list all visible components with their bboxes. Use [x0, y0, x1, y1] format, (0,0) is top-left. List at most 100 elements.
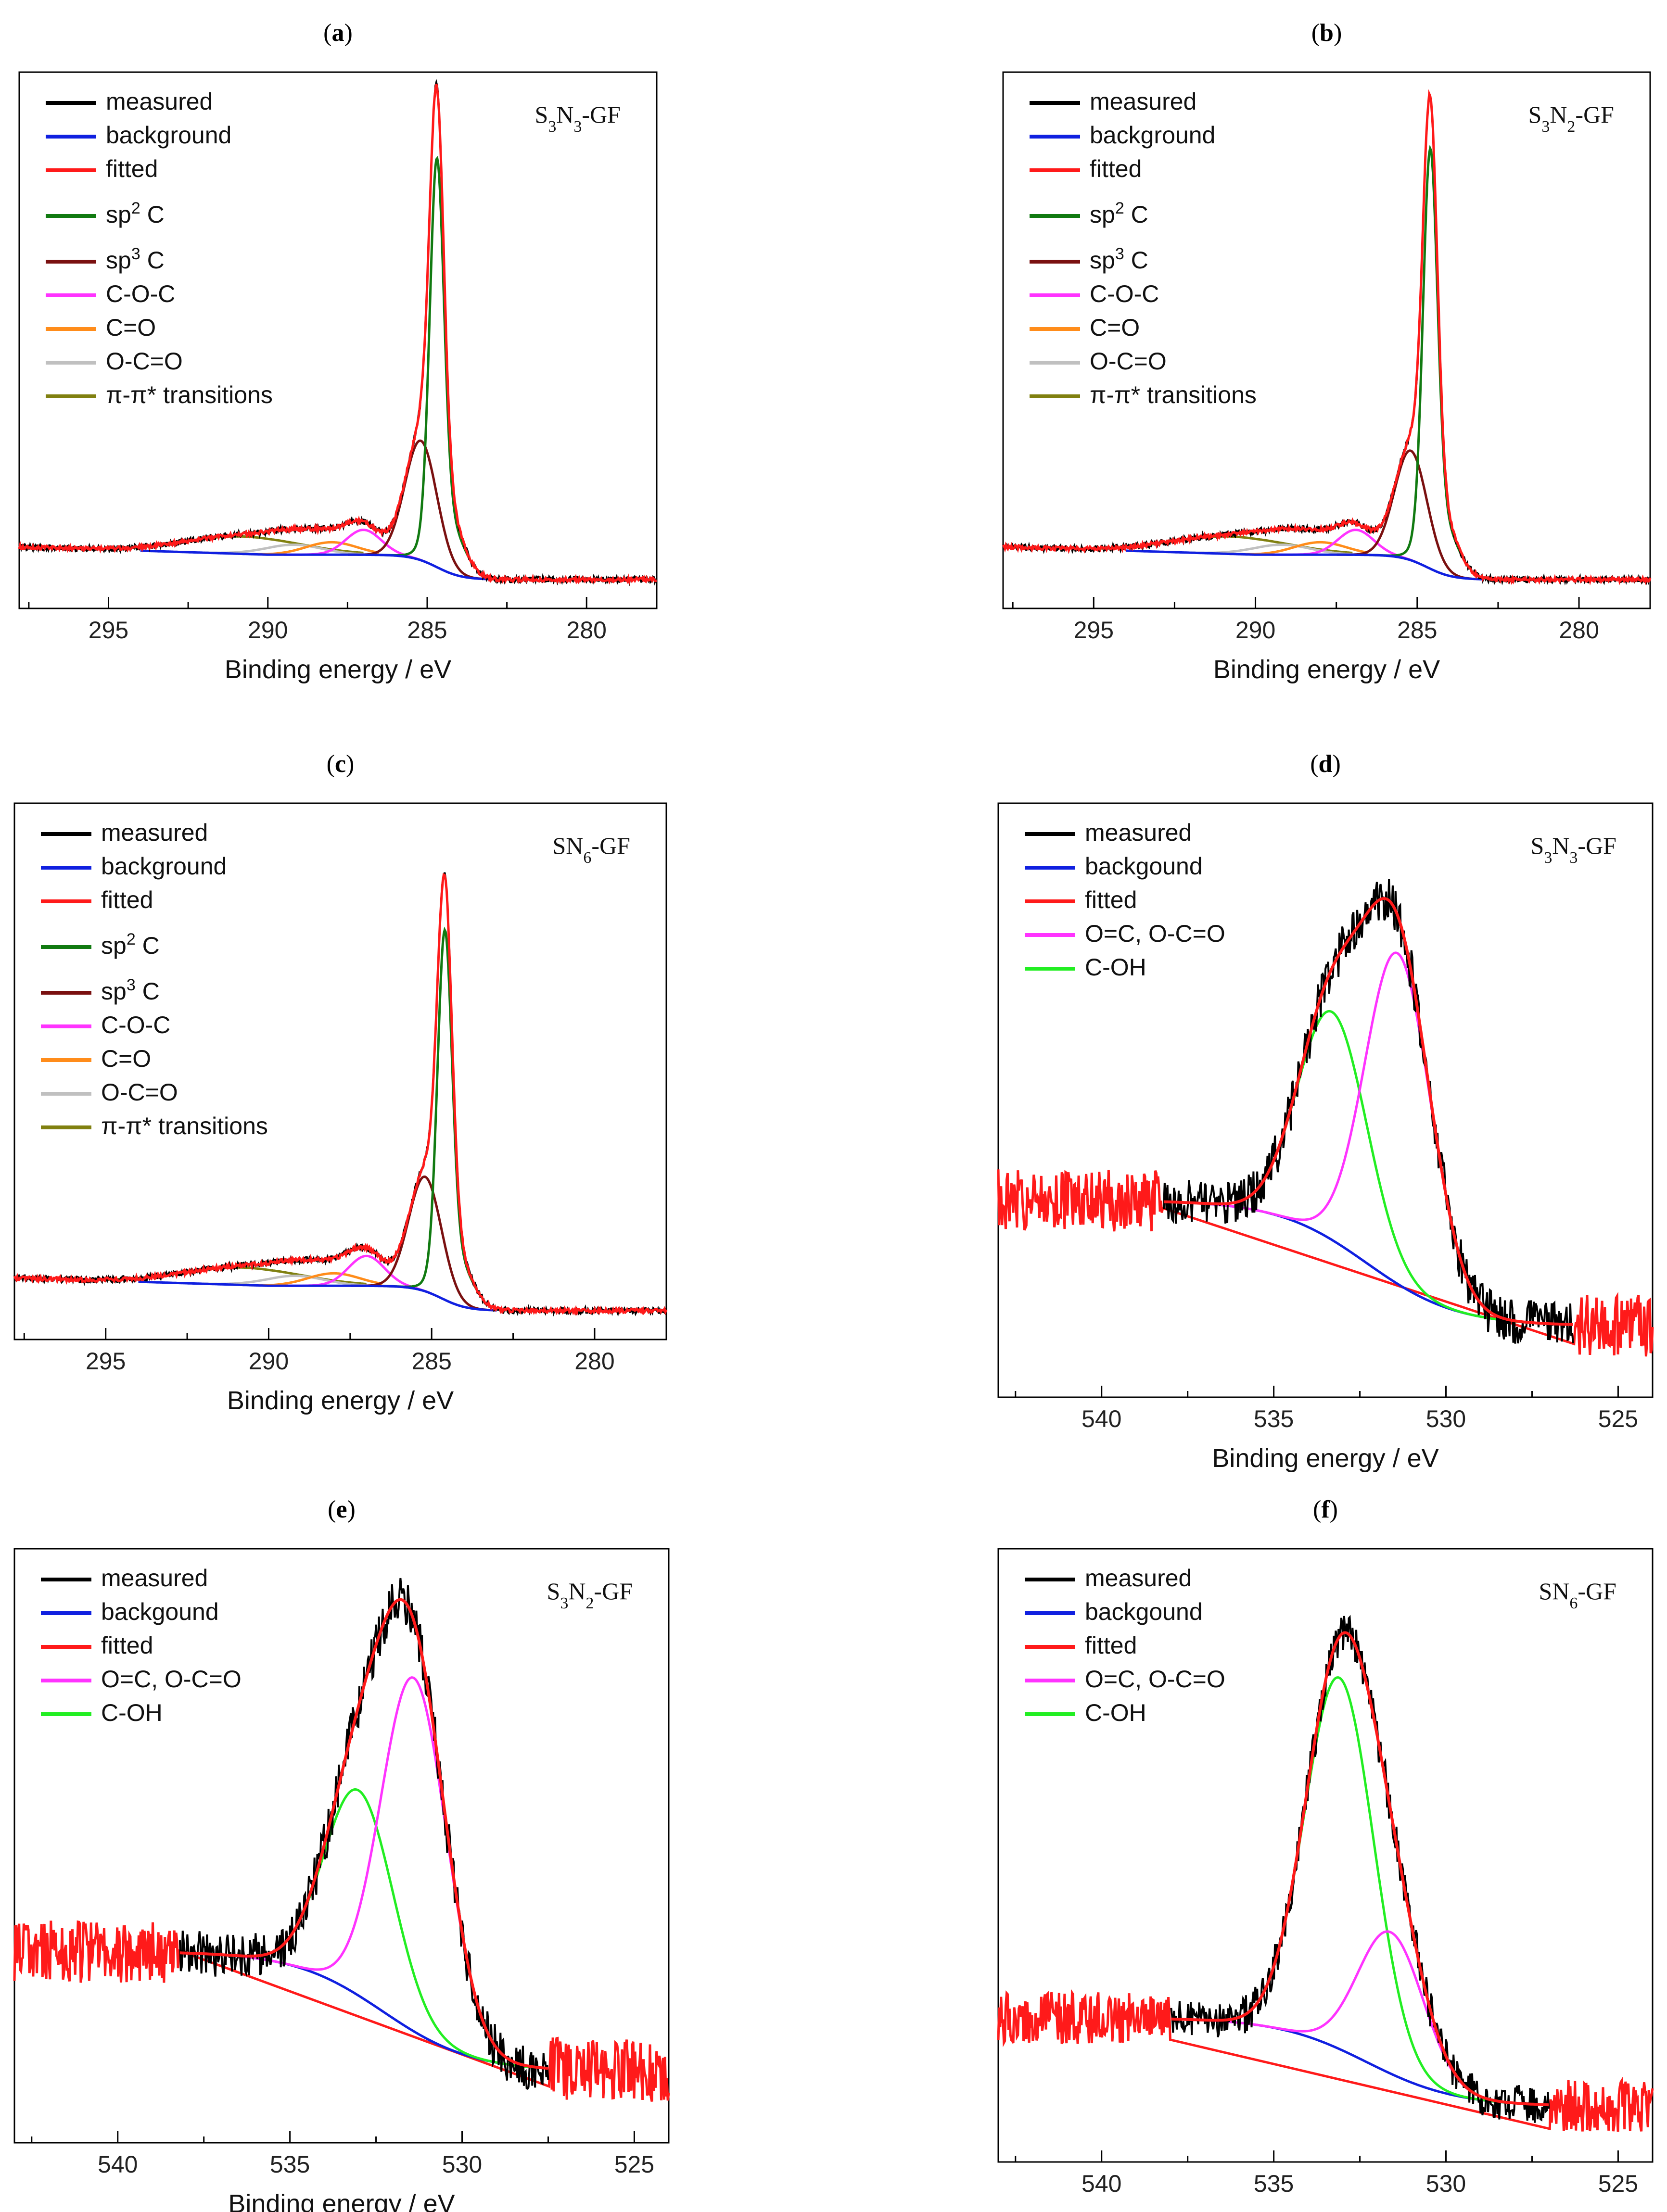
legend-label: C-OH [1085, 954, 1146, 981]
x-tick-label: 280 [574, 1348, 614, 1375]
measured-curve [178, 1578, 549, 2090]
plot-frame [997, 1548, 1654, 2163]
x-tick-label: 535 [270, 2151, 310, 2178]
sp2-curve [380, 155, 476, 568]
measured-curve [1170, 1615, 1550, 2123]
legend-label: sp2 C [106, 199, 165, 228]
fitted-curve [1002, 89, 1652, 586]
legend-label: sp2 C [101, 930, 160, 959]
x-tick-label: 285 [407, 617, 447, 644]
x-axis-title: Binding energy / eV [225, 655, 451, 684]
background-curve [1171, 2018, 1549, 2106]
plot-frame [1002, 71, 1651, 609]
sample-name: SN6-GF [553, 832, 631, 867]
x-tick-label: 540 [98, 2151, 138, 2178]
x-tick-label: 295 [1074, 617, 1114, 644]
x-tick-label: 540 [1082, 1405, 1121, 1432]
legend-label: O=C, O-C=O [1085, 1666, 1225, 1693]
fitted-curve [18, 84, 657, 585]
x-tick-label: 530 [1426, 1405, 1466, 1432]
x-axis-title: Binding energy / eV [1213, 655, 1440, 684]
panel-label: (f) [1313, 1496, 1338, 1523]
plot-frame [13, 1548, 670, 2144]
panel-a: (a) 295 290 285 280 Binding energy / eV S3N3-G… [18, 19, 658, 684]
x-axis-title: Binding energy / eV [228, 2189, 455, 2212]
fitted-curve [13, 873, 668, 1316]
legend-label: sp3 C [101, 976, 160, 1005]
background-curve [1126, 549, 1482, 581]
sample-name: S3N2-GF [1528, 101, 1615, 136]
panel-e: (e) 540 535 530 525 Binding energy / eV S3N2-G… [13, 1496, 670, 2212]
x-axis-title: Binding energy / eV [1212, 1444, 1438, 1473]
legend-label: sp2 C [1090, 199, 1148, 228]
x-tick-label: 295 [89, 617, 128, 644]
coh-curve [1171, 1676, 1549, 2106]
oc-curve [179, 1676, 548, 2070]
x-axis-title: Binding energy / eV [227, 1386, 454, 1415]
x-tick-label: 280 [567, 617, 607, 644]
plot-frame [13, 802, 667, 1340]
legend-label: sp3 C [106, 245, 165, 274]
legend-label: background [101, 853, 227, 880]
legend-label: measured [1090, 88, 1196, 115]
coh-curve [1163, 1010, 1573, 1326]
x-tick-label: 285 [411, 1348, 451, 1375]
coh-curve [179, 1788, 548, 2070]
legend-label: measured [101, 819, 208, 846]
panel-label: (a) [323, 19, 353, 47]
panel-b: (b) 295 290 285 280 Binding energy / eV S3N2-G… [1002, 19, 1652, 684]
legend-label: measured [106, 88, 213, 115]
legend-label: measured [101, 1565, 208, 1592]
x-tick-label: 290 [1235, 617, 1275, 644]
legend-label: O-C=O [1090, 348, 1167, 375]
fitted-curve [179, 1598, 548, 2070]
panel-label: (b) [1311, 19, 1342, 47]
legend-label: backgound [1085, 1598, 1203, 1625]
background-curve [140, 549, 491, 581]
x-tick-label: 540 [1082, 2170, 1121, 2197]
x-tick-label: 535 [1254, 1405, 1294, 1432]
fitted-tail-curve [13, 1920, 670, 2102]
legend-label: backgound [1085, 853, 1203, 880]
legend-label: π-π* transitions [1090, 381, 1257, 408]
x-tick-label: 280 [1559, 617, 1599, 644]
background-curve [138, 1280, 497, 1312]
legend-label: fitted [106, 155, 158, 182]
fitted-tail-curve [997, 1989, 1654, 2132]
fitted-tail-curve [997, 1169, 1654, 1357]
legend-label: C=O [106, 314, 156, 341]
x-tick-label: 285 [1397, 617, 1437, 644]
legend-label: C-OH [101, 1699, 163, 1726]
legend-label: measured [1085, 819, 1192, 846]
legend-label: fitted [1085, 1632, 1137, 1659]
sample-name: S3N3-GF [535, 101, 621, 136]
plot-frame [997, 802, 1654, 1398]
legend-label: fitted [1085, 886, 1137, 913]
x-tick-label: 295 [86, 1348, 126, 1375]
fitted-curve [1163, 897, 1573, 1326]
panel-label: (c) [327, 750, 355, 778]
legend-label: C=O [1090, 314, 1140, 341]
legend-label: measured [1085, 1565, 1192, 1592]
legend-label: C=O [101, 1045, 151, 1072]
legend-label: C-OH [1085, 1699, 1146, 1726]
panel-label: (e) [328, 1496, 356, 1523]
fitted-curve [1171, 1631, 1549, 2107]
x-tick-label: 525 [614, 2151, 654, 2178]
legend-label: fitted [101, 886, 153, 913]
legend-label: C-O-C [106, 280, 175, 307]
panel-f: (f) 540 535 530 525 Binding energy / eV SN6-GF… [997, 1496, 1654, 2212]
legend-label: π-π* transitions [101, 1112, 268, 1139]
legend-label: backgound [101, 1598, 219, 1625]
x-tick-label: 290 [249, 1348, 289, 1375]
legend-label: background [1090, 122, 1215, 149]
x-axis-title: Binding energy / eV [1212, 2209, 1438, 2212]
x-tick-label: 525 [1598, 1405, 1638, 1432]
x-tick-label: 290 [248, 617, 288, 644]
panel-d: (d) 540 535 530 525 Binding energy / eV S3N3-G… [997, 750, 1654, 1473]
panel-c: (c) 295 290 285 280 Binding energy / eV SN6-GF… [13, 750, 668, 1415]
legend-label: sp3 C [1090, 245, 1148, 274]
sample-name: S3N2-GF [547, 1578, 633, 1612]
legend-label: O-C=O [101, 1079, 178, 1106]
